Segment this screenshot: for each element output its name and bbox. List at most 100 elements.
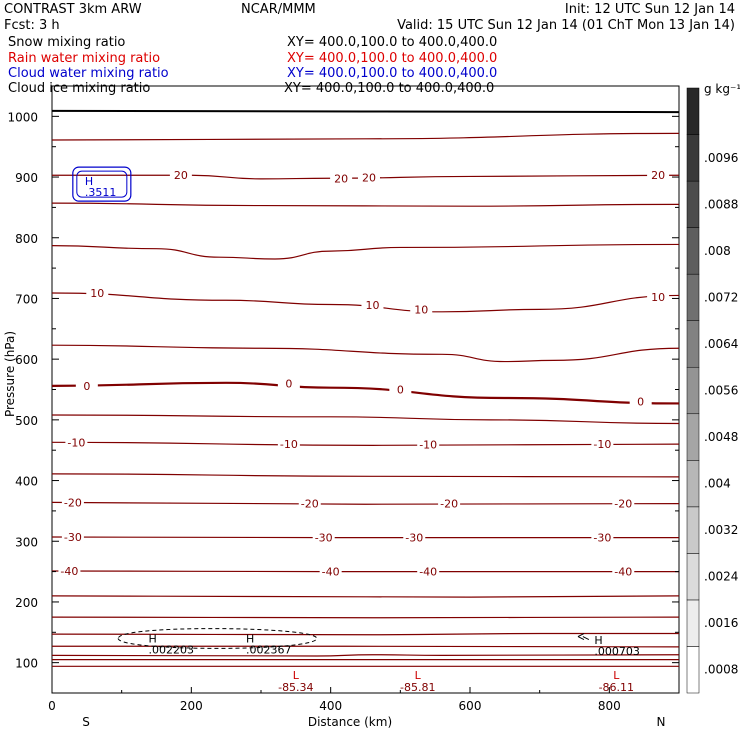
contour-label: -30 [315, 532, 333, 545]
contour-label: 10 [365, 299, 379, 312]
contour-label-bg [591, 531, 614, 544]
contour-label-bg [277, 438, 300, 451]
contour-label: 0 [397, 384, 404, 397]
organization-label: NCAR/MMM [241, 2, 316, 17]
contour-label-bg [61, 496, 84, 509]
contour-label-bg [61, 531, 84, 544]
colorbar-segment [686, 320, 700, 368]
temperature-contour [51, 616, 680, 619]
field-xy-cloud-water: XY= 400.0,100.0 to 400.0,400.0 [287, 66, 497, 81]
contour-label: -40 [419, 566, 437, 579]
ice-high-marker: H [149, 632, 157, 645]
colorbar-label: .0016 [704, 616, 738, 630]
contour-label-bg [312, 531, 335, 544]
temperature-contour [51, 202, 680, 207]
colorbar-unit: g kg⁻¹ [704, 82, 740, 96]
colorbar-segment [686, 460, 700, 508]
forecast-hour: Fcst: 3 h [4, 18, 60, 33]
colorbar-label: .0064 [704, 337, 738, 351]
contour-label-bg [277, 377, 300, 390]
y-tick-label: 1000 [7, 110, 38, 124]
contour-label: 0 [285, 377, 292, 390]
contour-label: -10 [419, 439, 437, 452]
y-tick-label: 700 [15, 292, 38, 306]
contour-label-bg [612, 497, 635, 510]
colorbar-segment [686, 599, 700, 647]
contour-label: 0 [83, 380, 90, 393]
temperature-contour [51, 536, 679, 539]
contour-label: 20 [651, 169, 665, 182]
cloud-water-contour [72, 166, 132, 202]
x-tick-label: 200 [180, 699, 203, 713]
field-name-cloud-ice: Cloud ice mixing ratio [8, 81, 150, 96]
colorbar-label: .0056 [704, 384, 738, 398]
contour-label-bg [298, 497, 321, 510]
colorbar-segment [686, 646, 700, 694]
y-tick-label: 800 [15, 232, 38, 246]
cloud-water-contour [76, 170, 128, 198]
cloud-water-high-value: .3511 [85, 186, 117, 199]
low-marker: L [415, 669, 422, 682]
colorbar-label: .0008 [704, 663, 738, 677]
colorbar-segment [686, 506, 700, 554]
temperature-contour [51, 473, 680, 478]
contour-label: -40 [60, 565, 78, 578]
low-value: -85.34 [278, 681, 313, 694]
colorbar: .0008 .0016 .0024 .0032 .004 .0048 .0056 .0064.… [686, 87, 738, 694]
contour-label: -20 [440, 498, 458, 511]
temperature-contour [51, 414, 680, 425]
colorbar-label: .0088 [704, 197, 738, 211]
contour-label: -10 [593, 438, 611, 451]
contour-label: -40 [322, 566, 340, 579]
temperature-contour [51, 174, 680, 180]
contour-label: -40 [614, 566, 632, 579]
contour-label-bg [330, 172, 353, 185]
colorbar-label: .0096 [704, 151, 738, 165]
temperature-contour [51, 570, 679, 573]
cloud-water-high-marker: H [85, 175, 93, 188]
contour-label: 10 [651, 291, 665, 304]
temperature-contour [51, 654, 680, 657]
contour-label: -20 [614, 498, 632, 511]
colorbar-segment [686, 180, 700, 228]
contour-label: -30 [405, 532, 423, 545]
contour-label: -10 [67, 436, 85, 449]
chart-header: CONTRAST 3km ARW NCAR/MMM Init: 12 UTC S… [4, 2, 735, 96]
field-xy-snow: XY= 400.0,100.0 to 400.0,400.0 [287, 35, 497, 50]
field-xy-cloud-ice: XY= 400.0,100.0 to 400.0,400.0 [284, 81, 494, 96]
contour-label-bg [629, 395, 652, 408]
north-label: N [657, 715, 666, 729]
contour-label-bg [591, 438, 614, 451]
contour-label: 10 [90, 287, 104, 300]
y-tick-label: 900 [15, 171, 38, 185]
ice-high-value: .000703 [594, 645, 640, 658]
cloud-ice-contour-small [577, 633, 590, 640]
contour-label-bg [58, 564, 81, 577]
contour-label-bg [357, 171, 380, 184]
colorbar-label: .0048 [704, 430, 738, 444]
contour-label-bg [647, 169, 670, 182]
contour-label: -20 [64, 496, 82, 509]
contour-label-bg [417, 565, 440, 578]
contour-label: -30 [64, 531, 82, 544]
contour-label: 0 [637, 396, 644, 409]
contour-label-bg [410, 303, 433, 316]
field-name-rain: Rain water mixing ratio [8, 51, 160, 66]
temperature-contour [51, 595, 680, 598]
contour-label-bg [612, 565, 635, 578]
field-name-snow: Snow mixing ratio [8, 35, 125, 50]
temperature-contour [51, 243, 680, 260]
contour-label-bg [403, 531, 426, 544]
model-title: CONTRAST 3km ARW [4, 2, 142, 17]
colorbar-label: .0024 [704, 570, 738, 584]
temperature-contour [51, 501, 680, 505]
colorbar-segment [686, 413, 700, 461]
contour-label-bg [647, 291, 670, 304]
field-xy-rain: XY= 400.0,100.0 to 400.0,400.0 [287, 51, 497, 66]
low-marker: L [293, 669, 300, 682]
colorbar-label: .0032 [704, 523, 738, 537]
y-tick-label: 500 [15, 414, 38, 428]
contour-label-bg [438, 497, 461, 510]
